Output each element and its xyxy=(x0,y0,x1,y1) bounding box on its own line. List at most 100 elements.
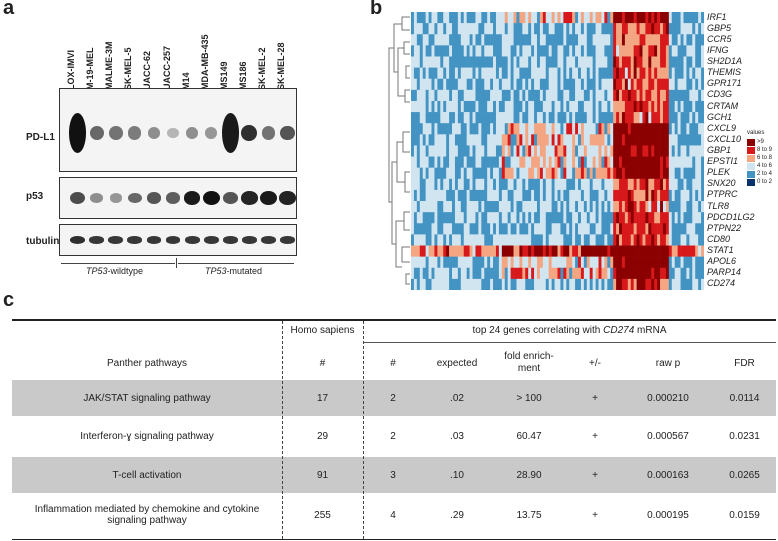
heatmap-cell xyxy=(504,267,508,280)
heatmap-cell xyxy=(592,189,596,202)
heatmap-cell xyxy=(566,89,570,102)
heatmap-cell xyxy=(498,23,503,35)
heatmap-cell xyxy=(627,234,632,246)
heatmap-cell xyxy=(431,100,435,113)
heatmap-cell xyxy=(539,56,544,68)
heatmap-cell xyxy=(443,178,447,191)
heatmap-cell xyxy=(504,189,508,202)
heatmap-cell xyxy=(437,245,441,257)
heatmap-cell xyxy=(627,223,632,235)
gene-label: GBP5 xyxy=(707,22,732,33)
heatmap-cell xyxy=(583,89,588,102)
heatmap-cell xyxy=(607,23,611,35)
heatmap-cell xyxy=(580,245,585,257)
heatmap-cell xyxy=(636,123,640,135)
heatmap-cell xyxy=(536,256,541,269)
heatmap-cell xyxy=(680,212,684,224)
heatmap-cell xyxy=(604,67,608,80)
heatmap-cell xyxy=(589,56,593,68)
heatmap-cell xyxy=(428,78,432,91)
heatmap-cell xyxy=(636,167,640,180)
heatmap-cell xyxy=(654,67,658,80)
heatmap-cell xyxy=(642,12,646,24)
heatmap-cell xyxy=(431,56,435,68)
heatmap-cell xyxy=(469,112,473,124)
heatmap-cell xyxy=(446,212,450,224)
heatmap-cell xyxy=(660,145,664,157)
heatmap-cell xyxy=(495,278,500,290)
heatmap-cell xyxy=(452,56,456,68)
heatmap-cell xyxy=(525,267,529,280)
heatmap-cell xyxy=(422,123,426,135)
heatmap-cell xyxy=(446,134,450,146)
heatmap-cell xyxy=(686,234,690,246)
heatmap-cell xyxy=(504,223,508,235)
heatmap-cell xyxy=(592,112,596,124)
heatmap-cell xyxy=(683,256,687,269)
heatmap-cell xyxy=(454,67,459,80)
heatmap-cell xyxy=(630,34,634,46)
heatmap-cell xyxy=(610,23,614,35)
heatmap-cell xyxy=(583,201,588,213)
heatmap-cell xyxy=(419,134,424,146)
cell-line-label: UACC-62 xyxy=(142,50,153,90)
heatmap-cell xyxy=(595,12,599,24)
heatmap-cell xyxy=(566,189,570,202)
heatmap-cell xyxy=(654,234,658,246)
heatmap-cell xyxy=(575,156,579,168)
heatmap-cell xyxy=(475,234,479,246)
heatmap-cell xyxy=(431,278,435,290)
heatmap-cell xyxy=(452,167,456,180)
heatmap-cell xyxy=(583,100,588,113)
heatmap-cell xyxy=(586,278,591,290)
heatmap-cell xyxy=(566,56,570,68)
heatmap-cell xyxy=(428,278,432,290)
heatmap-cell xyxy=(449,256,453,269)
heatmap-cell xyxy=(639,256,643,269)
heatmap-cell xyxy=(519,45,523,57)
heatmap-cell xyxy=(692,89,696,102)
heatmap-cell xyxy=(454,256,459,269)
heatmap-cell xyxy=(536,56,541,68)
heatmap-cell xyxy=(551,245,555,257)
heatmap-cell xyxy=(613,78,617,91)
heatmap-cell xyxy=(457,178,462,191)
heatmap-cell xyxy=(607,245,611,257)
heatmap-cell xyxy=(698,100,702,113)
heatmap-cell xyxy=(493,67,497,80)
heatmap-cell xyxy=(528,145,532,157)
heatmap-cell xyxy=(490,256,494,269)
heatmap-cell xyxy=(528,212,532,224)
heatmap-cell xyxy=(434,56,438,68)
heatmap-cell xyxy=(633,189,637,202)
heatmap-cell xyxy=(437,167,441,180)
heatmap-cell xyxy=(665,112,670,124)
heatmap-cell xyxy=(583,167,588,180)
heatmap-cell xyxy=(621,189,626,202)
heatmap-cell xyxy=(487,12,491,24)
heatmap-cell xyxy=(601,123,605,135)
heatmap-cell xyxy=(539,100,544,113)
heatmap-cell xyxy=(630,12,634,24)
heatmap-cell xyxy=(665,89,670,102)
heatmap-cell xyxy=(636,145,640,157)
heatmap-cell xyxy=(548,189,552,202)
heatmap-cell xyxy=(686,256,690,269)
heatmap-cell xyxy=(431,45,435,57)
heatmap-cell xyxy=(651,78,655,91)
heatmap-cell xyxy=(598,45,602,57)
heatmap-cell xyxy=(466,267,470,280)
heatmap-cell xyxy=(686,223,690,235)
heatmap-cell xyxy=(411,45,415,57)
heatmap-cell xyxy=(478,34,482,46)
heatmap-cell xyxy=(616,212,620,224)
heatmap-cell xyxy=(469,89,473,102)
heatmap-cell xyxy=(657,56,661,68)
heatmap-cell xyxy=(548,201,552,213)
heatmap-cell xyxy=(674,78,678,91)
heatmap-cell xyxy=(601,56,605,68)
heatmap-cell xyxy=(551,223,555,235)
heatmap-cell xyxy=(616,123,620,135)
blot-band xyxy=(108,236,124,244)
heatmap-cell xyxy=(692,167,696,180)
